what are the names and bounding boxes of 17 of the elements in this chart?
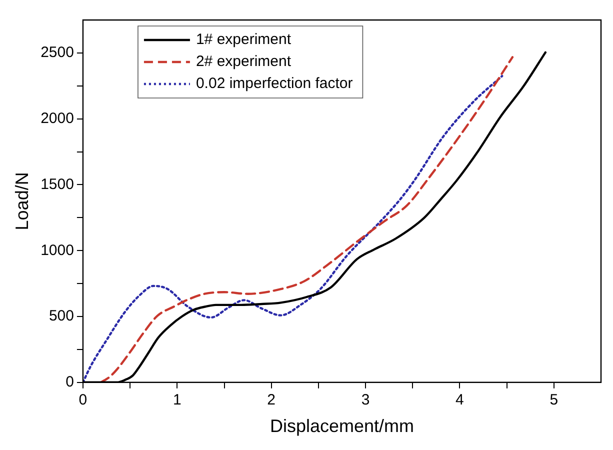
- x-tick-label: 5: [550, 392, 558, 409]
- y-tick-label: 1500: [40, 176, 74, 193]
- y-tick-label: 2000: [40, 110, 74, 127]
- x-tick-label: 2: [267, 392, 276, 409]
- legend-label: 1# experiment: [196, 31, 292, 48]
- y-axis-title: Load/N: [12, 172, 32, 230]
- x-tick-label: 3: [361, 392, 370, 409]
- y-tick-label: 500: [48, 308, 74, 325]
- x-tick-label: 1: [172, 392, 182, 409]
- y-tick-label: 1000: [40, 242, 74, 259]
- legend-label: 2# experiment: [196, 53, 292, 70]
- y-tick-label: 2500: [40, 44, 74, 62]
- x-axis-title: Displacement/mm: [270, 416, 414, 436]
- x-tick-label: 0: [78, 392, 88, 409]
- legend-label: 0.02 imperfection factor: [196, 75, 353, 92]
- y-tick-label: 0: [66, 374, 74, 391]
- x-tick-label: 4: [456, 392, 464, 409]
